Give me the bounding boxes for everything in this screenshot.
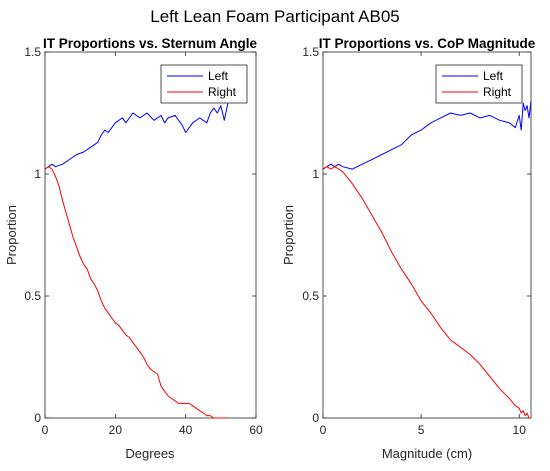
legend: Left Right: [160, 64, 248, 104]
legend-label-right: Right: [483, 85, 512, 99]
y-tick-label: 0.5: [302, 289, 319, 303]
y-axis-label: Proportion: [4, 205, 19, 265]
legend-label-left: Left: [483, 69, 504, 83]
legend: Left Right: [435, 64, 523, 104]
series-line-right: [322, 166, 531, 419]
x-tick-label: 20: [109, 423, 123, 437]
chart-panel-sternum-angle: IT Proportions vs. Sternum Angle Degrees…: [4, 36, 263, 461]
y-tick-label: 1: [34, 167, 41, 181]
axes-box: [322, 51, 532, 419]
y-tick-label: 1.5: [24, 45, 41, 59]
panel-title: IT Proportions vs. CoP Magnitude: [319, 36, 536, 51]
legend-label-right: Right: [208, 85, 237, 99]
x-axis-label: Magnitude (cm): [382, 446, 472, 461]
y-tick-label: 0.5: [24, 289, 41, 303]
legend-box: [435, 64, 523, 104]
x-tick-label: 0: [42, 423, 49, 437]
figure-title: Left Lean Foam Participant AB05: [150, 7, 400, 26]
x-tick-label: 5: [418, 423, 425, 437]
x-tick-label: 10: [513, 423, 527, 437]
series-line-left: [44, 103, 229, 170]
series-line-left: [322, 100, 532, 170]
y-tick-label: 1.5: [302, 45, 319, 59]
series-line-right: [44, 166, 228, 419]
x-tick-label: 60: [249, 423, 263, 437]
chart-panel-cop-magnitude: IT Proportions vs. CoP Magnitude Magnitu…: [281, 36, 536, 461]
y-axis-label: Proportion: [281, 205, 296, 265]
legend-box: [160, 64, 248, 104]
axes-box: [44, 51, 257, 419]
plot-area: 0 5 10 0 0.5 1 1.5 Left Right: [302, 45, 532, 437]
y-tick-label: 1: [312, 167, 319, 181]
legend-label-left: Left: [208, 69, 229, 83]
x-tick-label: 0: [320, 423, 327, 437]
x-axis-label: Degrees: [125, 446, 175, 461]
panel-title: IT Proportions vs. Sternum Angle: [43, 36, 258, 51]
plot-area: 0 20 40 60 0 0.5 1 1.5 Left Right: [24, 45, 263, 437]
y-tick-label: 0: [312, 411, 319, 425]
y-tick-label: 0: [34, 411, 41, 425]
x-tick-label: 40: [179, 423, 193, 437]
